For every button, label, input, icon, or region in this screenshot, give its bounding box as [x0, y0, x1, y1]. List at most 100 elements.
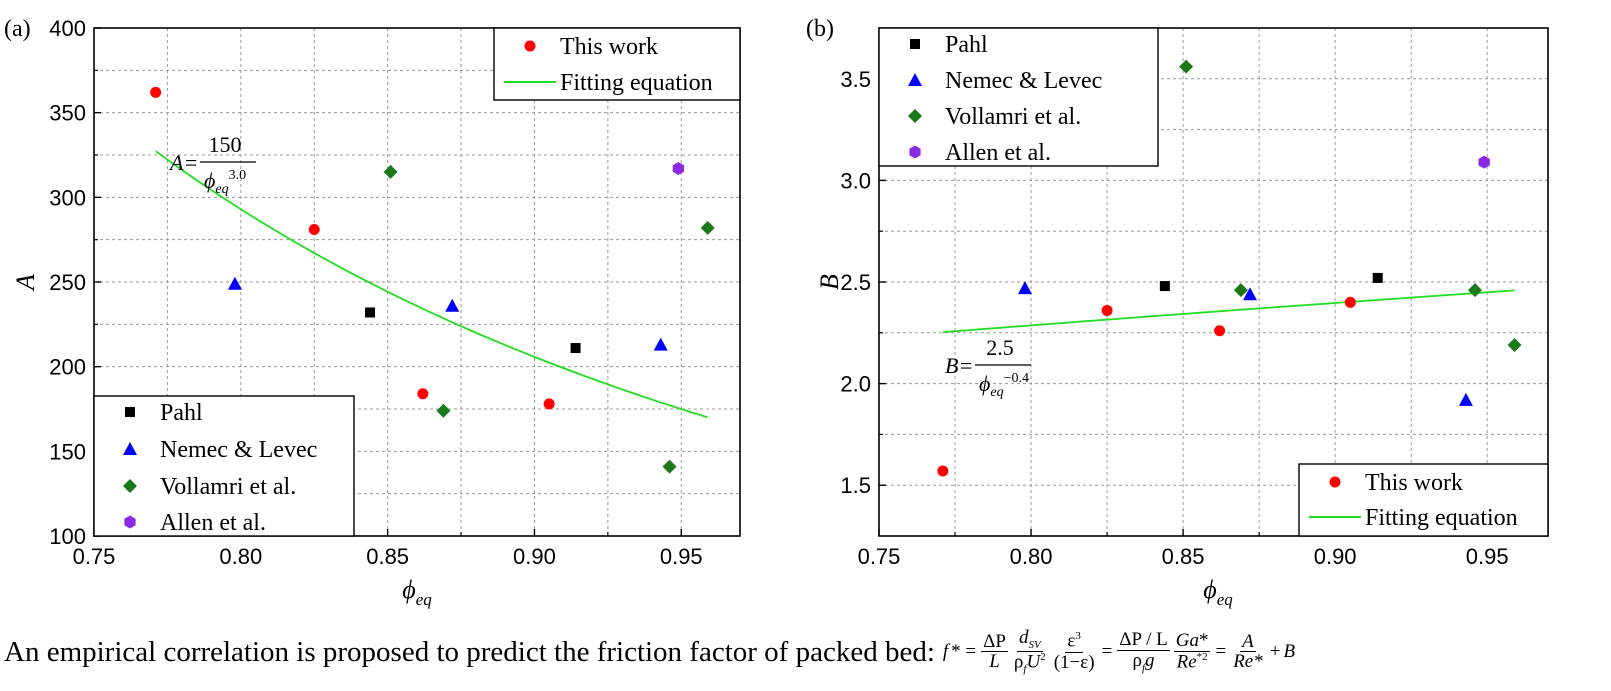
panel-label: (b)	[806, 16, 834, 42]
legend-label-this-work: This work	[1365, 470, 1463, 496]
data-point-this-work	[543, 398, 555, 410]
x-axis-title-sub: eq	[1217, 590, 1234, 609]
y-tick-label: 100	[49, 524, 86, 549]
y-tick-label: 350	[49, 101, 86, 126]
legend-marker-allen-et-al	[124, 515, 136, 529]
y-tick-label: 1.5	[840, 473, 871, 498]
legend-bottom-left: Pahl Nemec & Levec Vollamri et al. Allen et…	[93, 395, 355, 537]
equation-phi: ϕ	[979, 371, 990, 396]
formula-plus: +	[1269, 640, 1281, 662]
caption-text: An empirical correlation is proposed to …	[4, 635, 935, 668]
equation-denominator: ϕeq3.0	[204, 168, 246, 197]
legend-marker-pahl	[125, 407, 135, 417]
x-tick-label: 0.90	[1314, 544, 1357, 569]
formula-eq1: =	[1101, 640, 1113, 662]
formula-frac-a-re: A Re*	[1231, 630, 1265, 673]
data-point-this-work	[1101, 304, 1113, 316]
formula-l: L	[989, 651, 1000, 673]
formula-cube: 3	[1075, 630, 1081, 643]
equation-denominator: ϕeq−0.4	[979, 371, 1029, 400]
data-point-vollamri-et-al	[662, 459, 677, 474]
fitting-curve	[155, 150, 708, 419]
y-axis-title: A	[11, 274, 40, 292]
formula-ga-text: Ga	[1175, 630, 1199, 652]
data-point-vollamri-et-al	[1233, 283, 1248, 298]
legend-top-right: This work Fitting equation	[493, 27, 741, 101]
data-point-allen-et-al	[672, 162, 684, 175]
equation-numerator: 150	[209, 132, 242, 157]
data-point-vollamri-et-al	[700, 220, 715, 235]
data-point-nemec-levec	[227, 276, 242, 290]
legend-marker-vollamri-et-al	[908, 109, 922, 123]
equation-annotation: A= 150 ϕeq3.0	[168, 132, 256, 197]
formula-u-sq: 2	[1040, 651, 1046, 664]
x-tick-label: 0.80	[219, 544, 262, 569]
formula-frac-ga-re: Ga* Re*2	[1173, 630, 1211, 673]
equation-sub: eq	[215, 182, 228, 197]
data-point-pahl	[1159, 281, 1170, 292]
y-tick-label: 250	[49, 270, 86, 295]
y-tick-label: 2.5	[840, 270, 871, 295]
legend-label-nemec-levec: Nemec & Levec	[160, 437, 317, 463]
y-tick-label: 200	[49, 355, 86, 380]
legend-marker-pahl	[910, 39, 920, 49]
legend-box	[93, 395, 355, 537]
x-axis-title: ϕeq	[402, 575, 432, 609]
formula-dp-over-l: ΔP / L	[1117, 628, 1170, 651]
panel-label: (a)	[4, 16, 31, 42]
x-tick-label: 0.90	[513, 544, 556, 569]
legend-box	[1298, 463, 1549, 537]
legend-label-vollamri-et-al: Vollamri et al.	[160, 474, 296, 500]
y-tick-label: 2.0	[840, 372, 871, 397]
formula-rho-u: ρfU2	[1012, 652, 1048, 676]
data-point-vollamri-et-al	[1179, 59, 1194, 74]
formula-re-text: Re	[1176, 651, 1197, 673]
legend-box	[493, 27, 741, 101]
formula-f: f	[942, 640, 949, 662]
formula-g: g	[1145, 649, 1155, 671]
formula-ga: Ga*	[1173, 630, 1211, 653]
y-tick-label: 150	[49, 439, 86, 464]
legend-marker-nemec-levec	[123, 442, 137, 455]
legend-marker-nemec-levec	[908, 73, 922, 86]
data-point-this-work	[937, 465, 949, 477]
x-axis-title-main: ϕ	[1203, 575, 1216, 604]
legend-marker-vollamri-et-al	[123, 479, 137, 493]
data-point-this-work	[1214, 325, 1226, 337]
formula-eps: ε	[1067, 630, 1076, 652]
y-tick-label: 3.0	[840, 168, 871, 193]
data-point-vollamri-et-al	[1468, 283, 1483, 298]
legend-marker-this-work	[1329, 476, 1341, 488]
formula-rho-2: ρ	[1132, 649, 1142, 671]
equation-phi: ϕ	[204, 168, 215, 193]
data-point-vollamri-et-al	[436, 403, 451, 418]
formula-eq2: =	[1215, 640, 1227, 662]
panel-b: 0.75 0.80 0.85 0.90 0.95 1.5 2.0 2.5 3.0 3.5(b) Bϕ…	[806, 16, 1549, 609]
caption: An empirical correlation is proposed to …	[4, 622, 1604, 682]
formula-star-eq: * =	[951, 640, 977, 662]
formula-rho-g: ρfg	[1130, 649, 1156, 674]
y-axis-title: B	[815, 274, 844, 290]
formula-rho: ρ	[1013, 651, 1024, 673]
equation-lhs: B=	[945, 353, 973, 378]
formula-u: U	[1026, 651, 1041, 673]
friction-factor-formula: f * = ΔP L dSV ρfU2 ε3 (1−ε) = ΔP / L ρf…	[943, 628, 1295, 676]
data-point-nemec-levec	[653, 337, 668, 351]
formula-d: d	[1018, 626, 1029, 648]
equation-annotation: B= 2.5 ϕeq−0.4	[945, 335, 1031, 400]
formula-frac-eps: ε3 (1−ε)	[1052, 631, 1097, 672]
formula-sv: SV	[1028, 638, 1041, 651]
legend-label-pahl: Pahl	[945, 32, 988, 58]
formula-a: A	[1240, 630, 1256, 653]
x-axis-title-sub: eq	[416, 590, 433, 609]
equation-numerator: 2.5	[986, 335, 1014, 360]
legend-label-vollamri-et-al: Vollamri et al.	[945, 104, 1081, 130]
data-point-this-work	[417, 388, 429, 400]
data-point-vollamri-et-al	[1507, 337, 1522, 352]
data-point-this-work	[150, 86, 162, 98]
formula-dp: ΔP	[981, 630, 1008, 653]
data-point-pahl	[570, 343, 581, 354]
formula-re-star: Re*	[1233, 651, 1263, 673]
legend-label-pahl: Pahl	[160, 400, 203, 426]
